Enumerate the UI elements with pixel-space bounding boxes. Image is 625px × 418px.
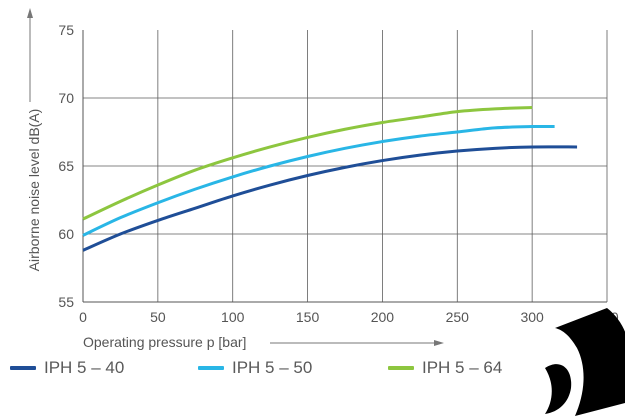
legend-item-series-2: IPH 5 – 50 bbox=[198, 348, 312, 388]
y-tick-label: 60 bbox=[58, 226, 74, 242]
series-lines bbox=[82, 106, 578, 252]
y-tick-label: 55 bbox=[58, 294, 74, 310]
legend-label: IPH 5 – 50 bbox=[232, 358, 313, 377]
x-tick-label: 0 bbox=[79, 309, 87, 325]
corner-watermark-shape bbox=[545, 308, 625, 416]
legend-swatch bbox=[10, 366, 36, 370]
legend-swatch bbox=[388, 366, 414, 370]
x-axis-arrow-head bbox=[434, 340, 444, 346]
axes bbox=[82, 30, 607, 303]
x-tick-label: 250 bbox=[446, 309, 470, 325]
legend-label: IPH 5 – 40 bbox=[44, 358, 125, 377]
legend: IPH 5 – 40 IPH 5 – 50 IPH 5 – 64 bbox=[0, 348, 625, 388]
legend-swatch bbox=[198, 366, 224, 370]
x-tick-label: 300 bbox=[520, 309, 544, 325]
y-axis-arrow-head bbox=[27, 8, 33, 18]
x-tick-label: 150 bbox=[296, 309, 320, 325]
series-line-3 bbox=[82, 106, 533, 221]
x-tick-label: 200 bbox=[371, 309, 395, 325]
x-tick-label: 50 bbox=[150, 309, 166, 325]
series-line-2 bbox=[82, 124, 555, 237]
legend-item-series-1: IPH 5 – 40 bbox=[10, 348, 124, 388]
tick-labels: 0501001502002503003505560657075 bbox=[58, 22, 618, 325]
y-tick-label: 65 bbox=[58, 158, 74, 174]
y-axis-title: Airborne noise level dB(A) bbox=[26, 109, 42, 272]
legend-label: IPH 5 – 64 bbox=[422, 358, 503, 377]
series-line-1 bbox=[82, 145, 578, 252]
y-tick-label: 70 bbox=[58, 90, 74, 106]
y-tick-label: 75 bbox=[58, 22, 74, 38]
x-axis-title-group: Operating pressure p [bar] bbox=[83, 334, 444, 350]
x-axis-title: Operating pressure p [bar] bbox=[83, 334, 246, 350]
legend-item-series-3: IPH 5 – 64 bbox=[388, 348, 502, 388]
line-chart: 0501001502002503003505560657075 Airborne… bbox=[26, 8, 619, 350]
x-tick-label: 100 bbox=[221, 309, 245, 325]
y-axis-title-group: Airborne noise level dB(A) bbox=[26, 8, 42, 271]
